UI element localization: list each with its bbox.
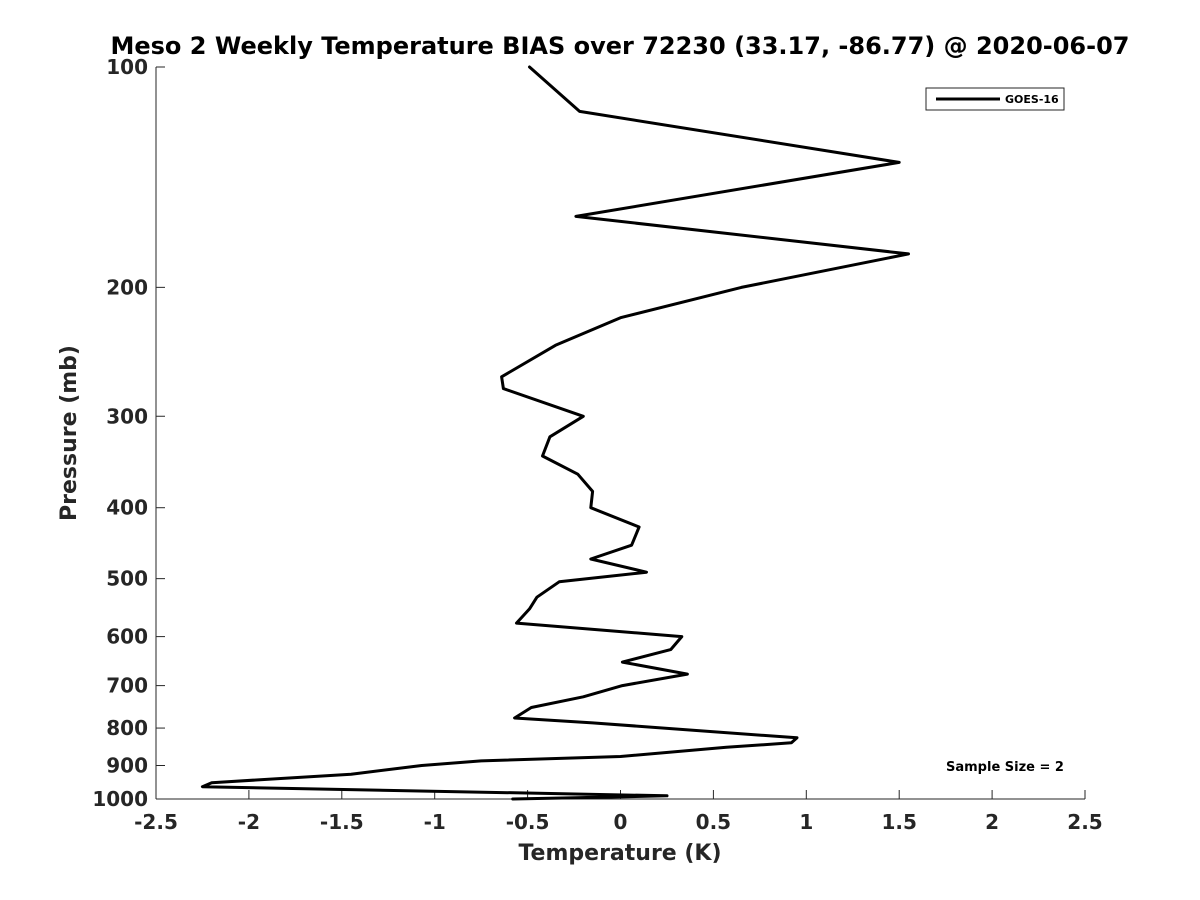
x-tick-label: 0.5: [696, 810, 731, 834]
y-tick-label: 1000: [92, 787, 148, 811]
x-tick-label: 2.5: [1067, 810, 1102, 834]
y-tick-label: 600: [106, 625, 148, 649]
y-tick-label: 700: [106, 674, 148, 698]
x-tick-label: 2: [985, 810, 999, 834]
x-axis-label: Temperature (K): [518, 841, 721, 866]
sample-size-annotation: Sample Size = 2: [946, 760, 1064, 775]
chart-title: Meso 2 Weekly Temperature BIAS over 7223…: [110, 32, 1129, 60]
x-tick-label: 1.5: [881, 810, 916, 834]
y-axis-label: Pressure (mb): [57, 345, 82, 521]
y-tick-label: 900: [106, 754, 148, 778]
series-line-goes-16: [200, 65, 910, 801]
x-tick-label: -2.5: [134, 810, 178, 834]
y-axis-ticks: 100 200 300 400 500 600 700 800 900 1000: [92, 55, 165, 811]
legend: GOES-16: [925, 87, 1065, 111]
y-tick-label: 100: [106, 55, 148, 79]
x-tick-label: -0.5: [506, 810, 550, 834]
x-tick-label: 0: [614, 810, 628, 834]
y-tick-label: 500: [106, 567, 148, 591]
series-layer: [200, 65, 910, 801]
y-tick-label: 200: [106, 275, 148, 299]
x-axis-ticks: -2.5 -2 -1.5 -1 -0.5 0 0.5 1 1.5 2 2.5: [134, 790, 1103, 834]
x-tick-label: -2: [238, 810, 260, 834]
x-tick-label: 1: [799, 810, 813, 834]
legend-label-goes-16: GOES-16: [1005, 93, 1059, 106]
y-tick-label: 800: [106, 716, 148, 740]
plot-background: [156, 67, 1085, 799]
y-tick-label: 400: [106, 496, 148, 520]
x-tick-label: -1.5: [320, 810, 364, 834]
x-tick-label: -1: [424, 810, 446, 834]
y-tick-label: 300: [106, 404, 148, 428]
